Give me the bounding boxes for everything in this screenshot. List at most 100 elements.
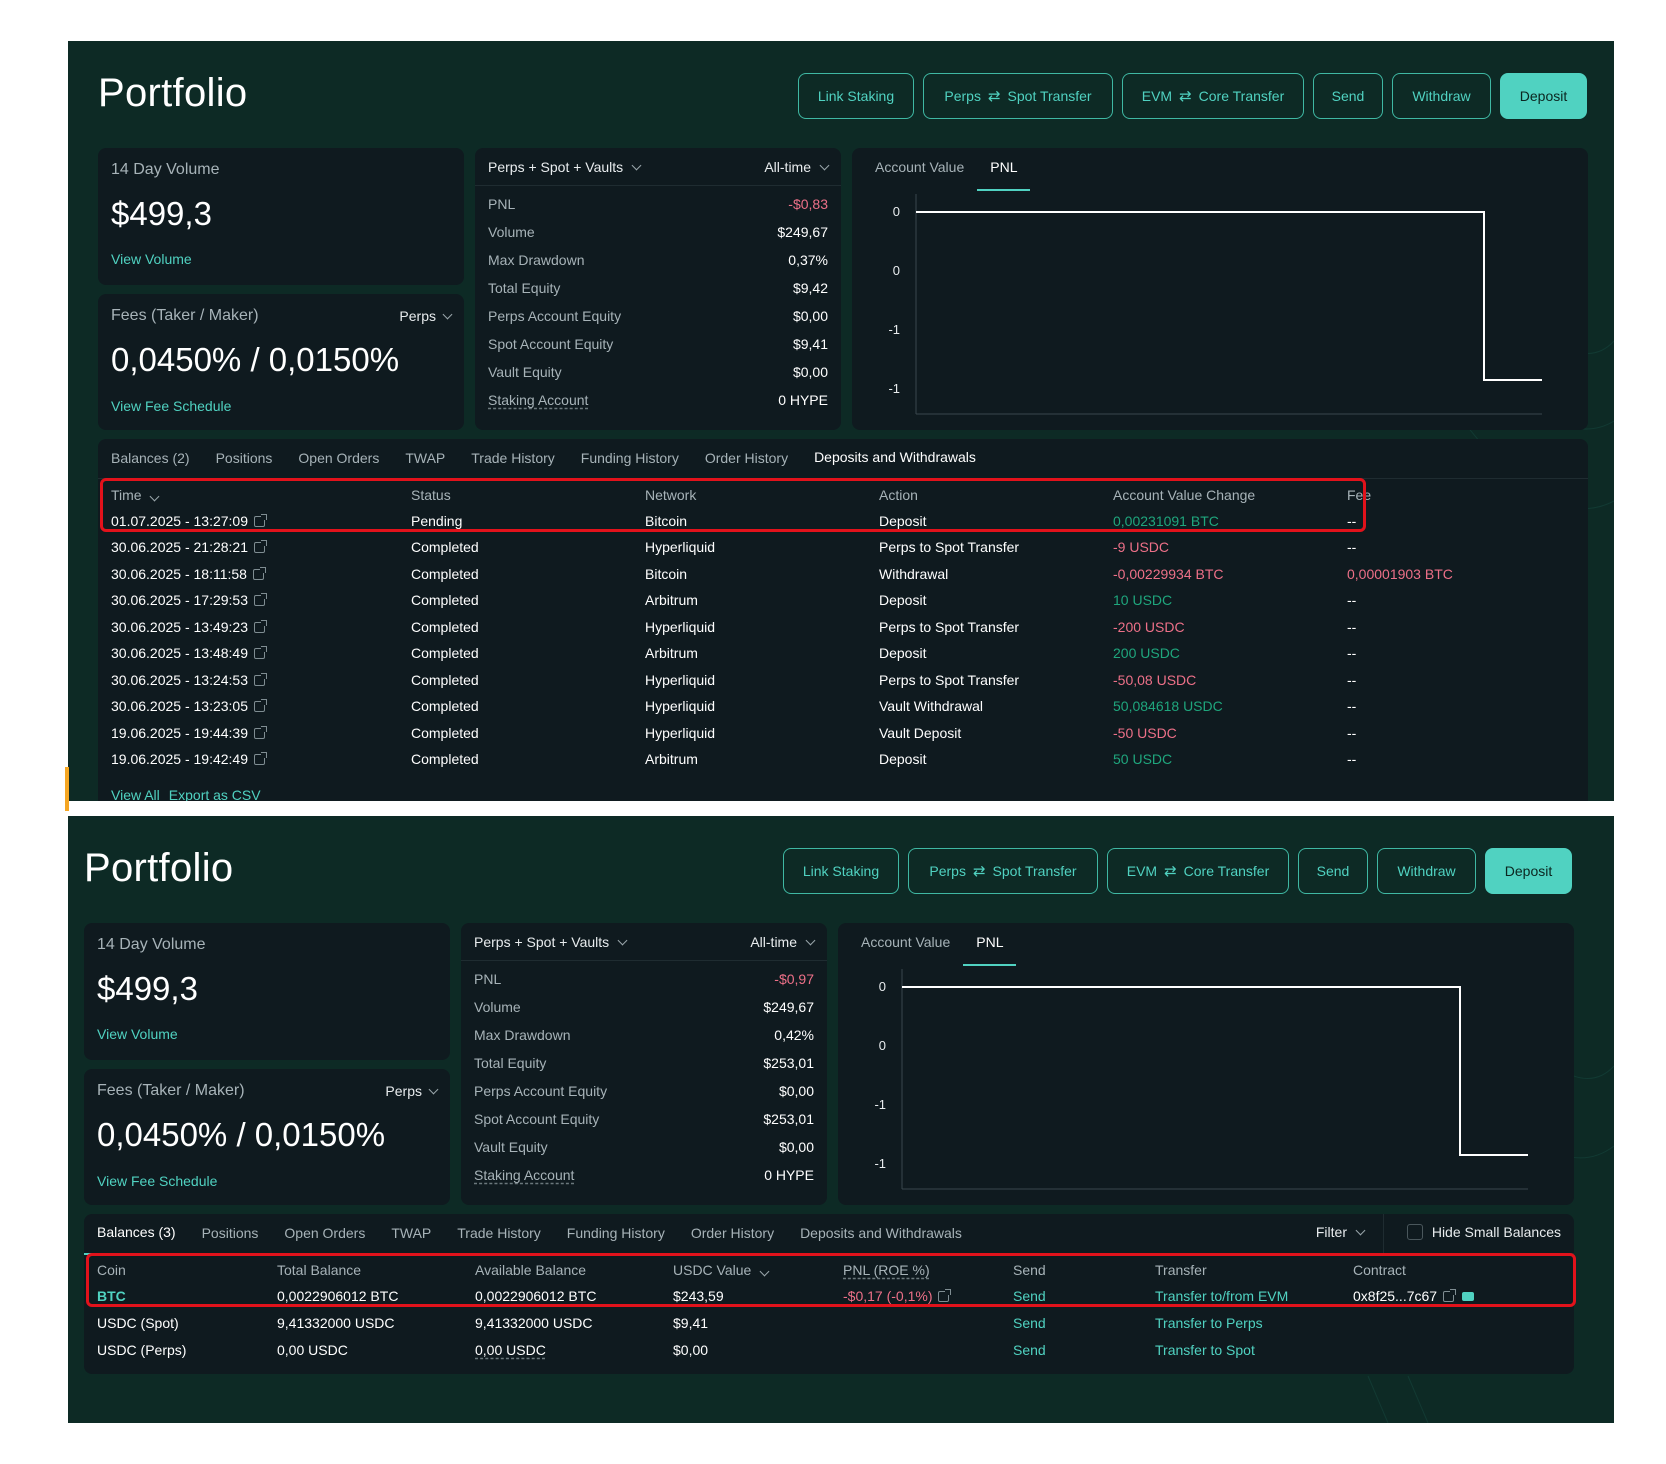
hide-small-balances-label: Hide Small Balances (1431, 1224, 1561, 1240)
external-link-icon[interactable] (254, 752, 268, 765)
stat-label: Total Equity (474, 1055, 547, 1071)
period-value: All-time (764, 159, 811, 175)
spot-transfer-label: Spot Transfer (992, 863, 1077, 879)
row-transfer-link[interactable]: Transfer to Spot (1155, 1341, 1255, 1358)
row-status: Completed (411, 671, 479, 688)
y-tick-label: -1 (888, 322, 900, 337)
tab-order-history[interactable]: Order History (704, 450, 789, 466)
scope-select[interactable]: Perps + Spot + Vaults (474, 934, 628, 950)
send-button[interactable]: Send (1298, 848, 1368, 894)
col-time[interactable]: Time (111, 487, 160, 503)
row-account-value-change: -9 USDC (1113, 539, 1170, 555)
col-usdc-value[interactable]: USDC Value (673, 1262, 770, 1278)
tab-open-orders[interactable]: Open Orders (284, 1225, 366, 1241)
row-transfer-link[interactable]: Transfer to/from EVM (1155, 1287, 1289, 1304)
external-link-icon[interactable] (254, 593, 268, 606)
withdraw-label: Withdraw (1397, 863, 1456, 879)
tab-funding-history[interactable]: Funding History (566, 1225, 665, 1241)
row-fee: -- (1347, 618, 1357, 635)
tab-open-orders[interactable]: Open Orders (298, 450, 380, 466)
filter-select[interactable]: Filter (1316, 1224, 1366, 1240)
tab-positions[interactable]: Positions (201, 1225, 259, 1241)
stat-row-total-equity: Total Equity $9,42 (488, 274, 828, 302)
deposit-label: Deposit (1519, 88, 1568, 104)
perps-spot-transfer-button[interactable]: Perps ⇄ Spot Transfer (923, 73, 1113, 119)
view-volume-link[interactable]: View Volume (111, 251, 192, 267)
perps-label: Perps (929, 863, 966, 879)
external-link-icon[interactable] (254, 619, 268, 633)
tab-account-value[interactable]: Account Value (861, 934, 951, 950)
row-transfer-link[interactable]: Transfer to Perps (1155, 1314, 1263, 1331)
tab-pnl[interactable]: PNL (977, 156, 1031, 191)
row-send-link[interactable]: Send (1013, 1341, 1046, 1358)
fees-label: Fees (Taker / Maker) (111, 307, 259, 324)
link-staking-button[interactable]: Link Staking (783, 848, 899, 894)
export-csv-link[interactable]: Export as CSV (168, 787, 261, 801)
stat-row-max-drawdown: Max Drawdown 0,42% (474, 1021, 814, 1049)
spot-transfer-label: Spot Transfer (1007, 88, 1092, 104)
tab-deposits-withdrawals[interactable]: Deposits and Withdrawals (801, 437, 989, 480)
checkbox[interactable] (1406, 1224, 1423, 1240)
tab-balances[interactable]: Balances (2) (111, 450, 190, 466)
view-all-link[interactable]: View All (111, 787, 160, 801)
tab-pnl[interactable]: PNL (963, 931, 1017, 966)
external-link-icon[interactable] (254, 725, 268, 739)
external-link-icon[interactable] (254, 513, 268, 527)
external-link-icon[interactable] (254, 646, 268, 659)
deposit-button[interactable]: Deposit (1500, 73, 1587, 119)
row-account-value-change: -0,00229934 BTC (1113, 565, 1224, 582)
tab-twap[interactable]: TWAP (405, 450, 446, 466)
period-select[interactable]: All-time (764, 159, 830, 175)
period-select[interactable]: All-time (750, 934, 816, 950)
tab-positions[interactable]: Positions (215, 450, 273, 466)
tab-trade-history[interactable]: Trade History (471, 450, 555, 466)
evm-core-transfer-button[interactable]: EVM ⇄ Core Transfer (1107, 848, 1289, 894)
fees-market-select[interactable]: Perps (385, 1083, 439, 1099)
scope-select[interactable]: Perps + Spot + Vaults (488, 159, 642, 175)
tab-twap[interactable]: TWAP (391, 1225, 432, 1241)
send-button[interactable]: Send (1313, 73, 1383, 119)
tab-order-history[interactable]: Order History (690, 1225, 775, 1241)
view-fee-schedule-link[interactable]: View Fee Schedule (97, 1173, 218, 1189)
y-tick-label: -1 (874, 1097, 886, 1112)
page-title: Portfolio (98, 71, 248, 115)
hide-small-balances-toggle[interactable]: Hide Small Balances (1406, 1224, 1561, 1240)
swap-icon: ⇄ (987, 88, 1001, 105)
external-link-icon[interactable] (252, 566, 266, 580)
external-link-icon[interactable] (254, 540, 268, 553)
row-send-link[interactable]: Send (1013, 1287, 1046, 1304)
history-tabs: Balances (2) Positions Open Orders TWAP … (98, 437, 1588, 480)
stat-label[interactable]: Staking Account (488, 392, 589, 408)
view-volume-link[interactable]: View Volume (97, 1026, 178, 1042)
view-fee-schedule-link[interactable]: View Fee Schedule (111, 398, 232, 414)
withdraw-button[interactable]: Withdraw (1377, 848, 1476, 894)
stat-label[interactable]: Staking Account (474, 1167, 575, 1183)
row-available-balance: 9,41332000 USDC (475, 1314, 593, 1331)
tab-trade-history[interactable]: Trade History (457, 1225, 541, 1241)
contract-address[interactable]: 0x8f25...7c67 (1353, 1287, 1438, 1304)
tab-funding-history[interactable]: Funding History (580, 450, 679, 466)
scroll-indicator (65, 767, 69, 811)
row-time: 30.06.2025 - 13:49:23 (111, 619, 268, 635)
deposit-button[interactable]: Deposit (1485, 848, 1572, 894)
withdraw-button[interactable]: Withdraw (1392, 73, 1491, 119)
perps-spot-transfer-button[interactable]: Perps ⇄ Spot Transfer (908, 848, 1098, 894)
stat-label: Spot Account Equity (488, 336, 614, 352)
row-send-link[interactable]: Send (1013, 1314, 1046, 1331)
history-panel: Balances (2) Positions Open Orders TWAP … (98, 439, 1588, 801)
tab-account-value[interactable]: Account Value (875, 159, 965, 175)
evm-core-transfer-button[interactable]: EVM ⇄ Core Transfer (1122, 73, 1304, 119)
external-link-icon[interactable] (254, 672, 268, 686)
tab-deposits-withdrawals[interactable]: Deposits and Withdrawals (800, 1225, 962, 1241)
wallet-icon[interactable] (1462, 1291, 1475, 1301)
row-coin[interactable]: BTC (97, 1287, 126, 1304)
tab-balances[interactable]: Balances (3) (84, 1212, 189, 1255)
stat-label: PNL (474, 971, 502, 987)
pnl-line (916, 211, 1542, 381)
share-icon[interactable] (938, 1288, 952, 1302)
external-link-icon[interactable] (1443, 1288, 1457, 1302)
row-action: Deposit (879, 512, 927, 529)
external-link-icon[interactable] (254, 699, 268, 712)
link-staking-button[interactable]: Link Staking (798, 73, 914, 119)
fees-market-select[interactable]: Perps (399, 308, 453, 324)
